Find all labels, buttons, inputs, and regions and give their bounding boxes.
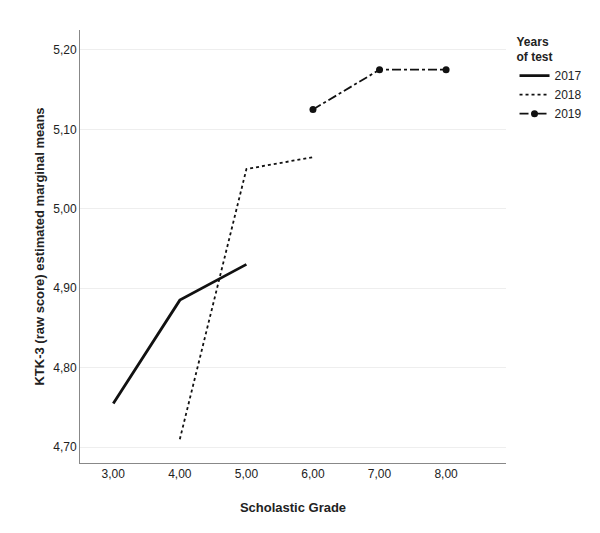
svg-text:Yearsof test: Yearsof test xyxy=(517,35,553,65)
svg-text:5,20: 5,20 xyxy=(53,43,77,57)
svg-text:6,00: 6,00 xyxy=(301,467,325,481)
svg-text:4,70: 4,70 xyxy=(53,440,77,454)
svg-text:8,00: 8,00 xyxy=(434,467,458,481)
svg-text:KTK-3 (raw score) estimated ma: KTK-3 (raw score) estimated marginal mea… xyxy=(32,107,47,385)
svg-text:5,10: 5,10 xyxy=(53,123,77,137)
svg-text:3,00: 3,00 xyxy=(102,467,126,481)
svg-text:Scholastic Grade: Scholastic Grade xyxy=(240,500,346,515)
svg-text:4,00: 4,00 xyxy=(168,467,192,481)
svg-text:7,00: 7,00 xyxy=(368,467,392,481)
svg-text:2017: 2017 xyxy=(555,69,582,83)
svg-text:2019: 2019 xyxy=(555,107,582,121)
svg-text:5,00: 5,00 xyxy=(53,202,77,216)
svg-text:5,00: 5,00 xyxy=(235,467,259,481)
svg-text:2018: 2018 xyxy=(555,88,582,102)
svg-text:4,90: 4,90 xyxy=(53,281,77,295)
svg-text:4,80: 4,80 xyxy=(53,361,77,375)
